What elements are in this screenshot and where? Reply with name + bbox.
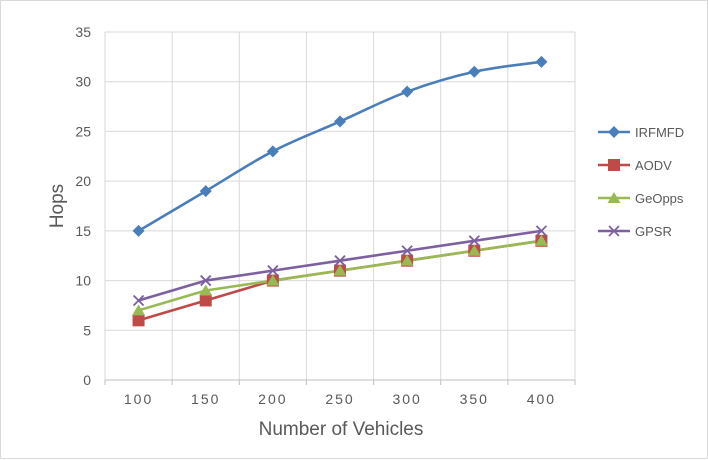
x-tick-label: 300 [392, 391, 421, 407]
data-point-aodv [132, 314, 145, 327]
data-point-irfmfd [266, 145, 279, 158]
y-axis-title: Hops [47, 184, 68, 228]
data-point-irfmfd [401, 85, 414, 98]
data-point-gpsr [267, 264, 279, 277]
data-point-irfmfd [468, 65, 481, 78]
legend-label-irfmfd: IRFMFD [635, 125, 684, 140]
x-tick-label: 100 [124, 391, 153, 407]
data-point-geopps [534, 234, 548, 246]
gridlines [104, 31, 576, 380]
y-tick-label: 5 [83, 322, 91, 338]
series-line-irfmfd [137, 60, 543, 233]
legend-label-gpsr: GPSR [635, 224, 672, 239]
data-point-geopps [333, 264, 347, 276]
marker-stroke [468, 235, 480, 247]
data-point-gpsr [200, 274, 212, 287]
tick-labels: 0 5 10 15 20 25 30 35 100 150 200 250 300 350 400 [75, 24, 556, 407]
data-point-irfmfd [132, 224, 145, 237]
data-point-gpsr [132, 294, 145, 307]
x-tick-label: 200 [258, 391, 287, 407]
legend-label-aodv: AODV [635, 158, 672, 173]
data-point-geopps [266, 274, 280, 286]
marker-stroke [132, 294, 145, 307]
data-point-geopps [400, 254, 414, 266]
data-point-gpsr [334, 255, 346, 267]
legend: IRFMFD AODV GeOpps GPSR [598, 125, 684, 239]
legend-marker-aodv [608, 159, 620, 171]
marker-stroke [200, 274, 212, 287]
x-tick-label: 350 [460, 391, 489, 407]
data-point-gpsr [468, 235, 480, 247]
marker-stroke [401, 245, 413, 257]
x-tick-label: 150 [191, 391, 220, 407]
marker-stroke [334, 255, 346, 267]
y-tick-label: 30 [75, 74, 91, 90]
legend-marker-irfmfd [608, 126, 620, 138]
axes [104, 379, 576, 385]
y-tick-label: 0 [83, 372, 91, 388]
legend-label-geopps: GeOpps [635, 191, 684, 206]
data-point-gpsr [535, 225, 548, 237]
y-tick-label: 15 [75, 223, 91, 239]
data-point-irfmfd [535, 55, 548, 68]
data-point-irfmfd [334, 115, 346, 128]
series-lines [137, 60, 543, 322]
data-point-geopps [467, 244, 481, 256]
legend-marker-geopps [607, 192, 621, 203]
data-point-irfmfd [199, 185, 212, 198]
marker-stroke [535, 225, 548, 237]
x-tick-label: 250 [325, 391, 354, 407]
y-tick-label: 10 [75, 273, 91, 289]
x-tick-label: 400 [527, 391, 556, 407]
legend-marker-gpsr [608, 225, 620, 237]
series-markers [132, 55, 548, 327]
marker-stroke [267, 264, 279, 277]
data-point-aodv [199, 294, 212, 307]
y-tick-label: 25 [75, 123, 91, 139]
y-tick-label: 35 [75, 24, 91, 40]
data-point-geopps [132, 304, 146, 316]
data-point-gpsr [401, 245, 413, 257]
y-tick-label: 20 [75, 173, 91, 189]
data-point-geopps [199, 284, 213, 296]
marker-stroke [608, 225, 620, 237]
x-axis-title: Number of Vehicles [259, 419, 424, 440]
